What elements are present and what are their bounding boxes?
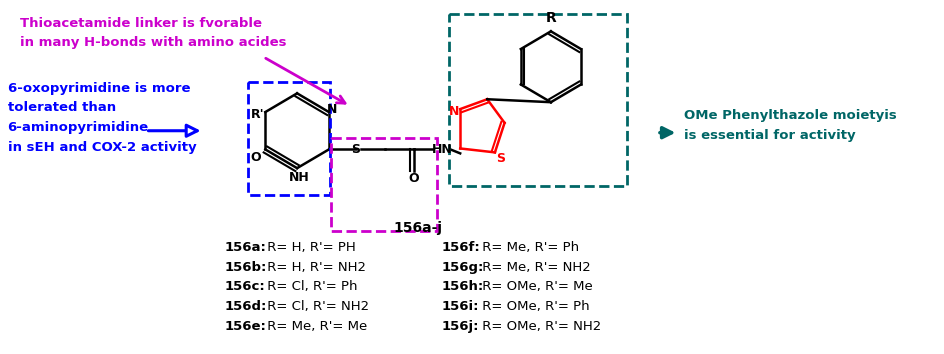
Text: R= Me, R'= Ph: R= Me, R'= Ph: [477, 241, 578, 254]
Text: O: O: [250, 151, 261, 164]
Text: R: R: [545, 11, 556, 24]
Text: 156g:: 156g:: [442, 261, 483, 274]
Text: in many H-bonds with amino acides: in many H-bonds with amino acides: [20, 36, 286, 49]
Text: R= OMe, R'= NH2: R= OMe, R'= NH2: [477, 320, 600, 333]
Text: Thioacetamide linker is fvorable: Thioacetamide linker is fvorable: [20, 17, 261, 29]
Text: OMe Phenylthazole moietyis: OMe Phenylthazole moietyis: [683, 109, 896, 122]
Text: 6-aminopyrimidine: 6-aminopyrimidine: [8, 121, 148, 134]
Text: O: O: [408, 172, 418, 185]
Text: in sEH and COX-2 activity: in sEH and COX-2 activity: [8, 141, 196, 154]
Text: R= H, R'= NH2: R= H, R'= NH2: [263, 261, 366, 274]
Text: N: N: [448, 104, 459, 118]
Text: is essential for activity: is essential for activity: [683, 129, 854, 142]
Text: 156e:: 156e:: [225, 320, 266, 333]
Text: N: N: [327, 103, 337, 116]
Text: 156i:: 156i:: [442, 300, 479, 313]
Text: 156a:: 156a:: [225, 241, 266, 254]
Text: R= Cl, R'= Ph: R= Cl, R'= Ph: [263, 280, 358, 293]
Text: tolerated than: tolerated than: [8, 101, 115, 114]
Text: R= OMe, R'= Ph: R= OMe, R'= Ph: [477, 300, 588, 313]
Text: 156f:: 156f:: [442, 241, 480, 254]
Text: R= Me, R'= Me: R= Me, R'= Me: [263, 320, 367, 333]
Text: 156b:: 156b:: [225, 261, 267, 274]
Text: 156d:: 156d:: [225, 300, 267, 313]
Text: NH: NH: [288, 171, 309, 184]
Bar: [330, 138, 436, 231]
Text: 156h:: 156h:: [442, 280, 483, 293]
Text: R= Me, R'= NH2: R= Me, R'= NH2: [477, 261, 590, 274]
Text: R= H, R'= PH: R= H, R'= PH: [263, 241, 356, 254]
Text: R= Cl, R'= NH2: R= Cl, R'= NH2: [263, 300, 369, 313]
Bar: [448, 13, 627, 186]
Text: R= OMe, R'= Me: R= OMe, R'= Me: [477, 280, 592, 293]
Text: 156j:: 156j:: [442, 320, 479, 333]
Text: R': R': [250, 108, 264, 120]
Text: S: S: [496, 152, 505, 165]
Text: 156c:: 156c:: [225, 280, 265, 293]
Text: 6-oxopyrimidine is more: 6-oxopyrimidine is more: [8, 81, 190, 95]
Text: S: S: [351, 143, 360, 156]
Text: 156a-j: 156a-j: [393, 221, 442, 235]
Text: HN: HN: [432, 143, 452, 156]
Bar: [247, 81, 329, 195]
